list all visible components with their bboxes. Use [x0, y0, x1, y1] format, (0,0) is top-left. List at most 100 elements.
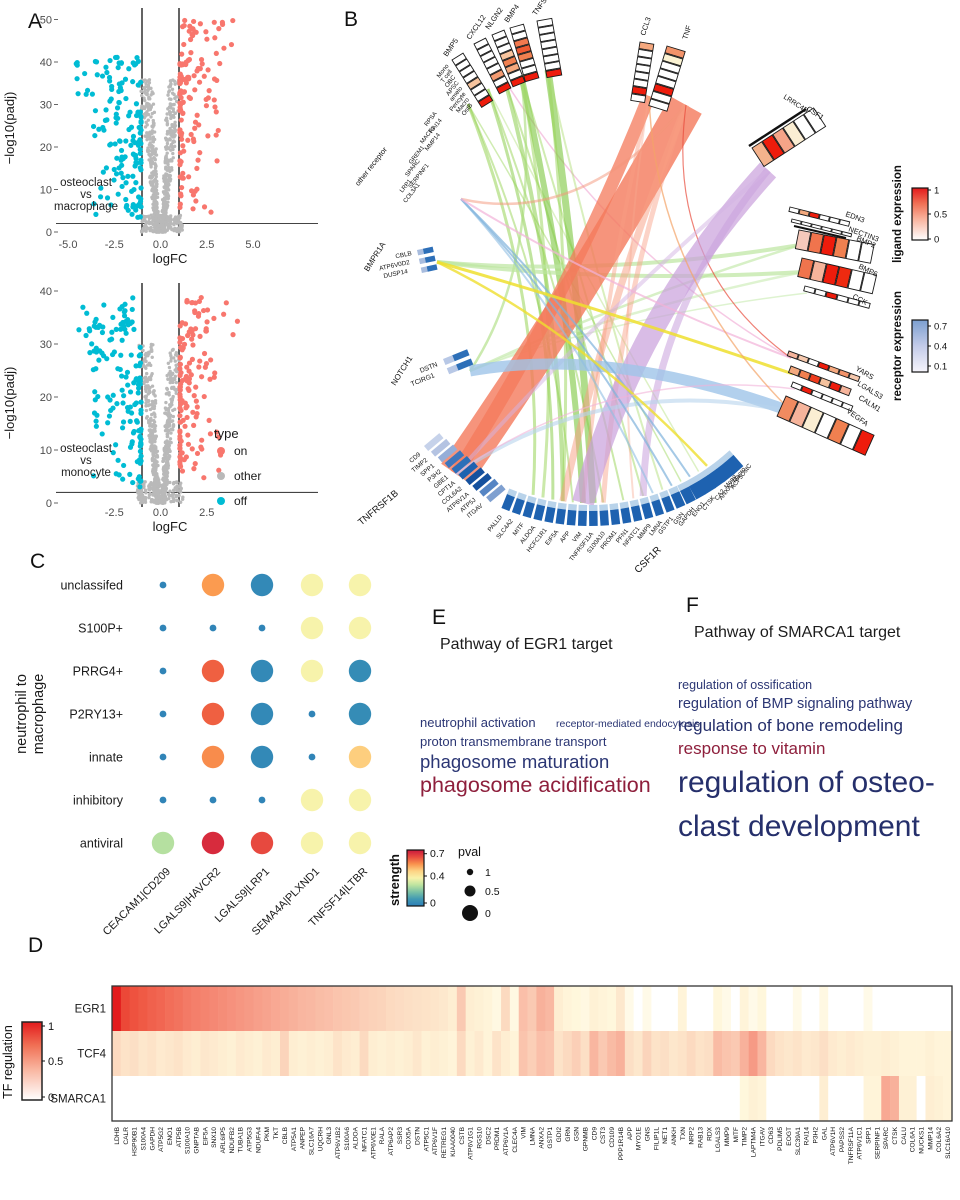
receptor-notch1: [443, 349, 474, 375]
svg-text:-2.5: -2.5: [105, 239, 124, 251]
svg-text:P3H2: P3H2: [812, 1127, 819, 1144]
svg-text:GAPDH: GAPDH: [149, 1127, 156, 1151]
svg-text:30: 30: [40, 339, 52, 351]
svg-text:CCL3: CCL3: [638, 16, 652, 37]
svg-text:BMP5: BMP5: [441, 36, 460, 58]
volcano-plot-macrophage: 0 10 20 30 40 50 -5.0 -2.5 0.0 2.5 5.0 logFC −log10(…: [2, 8, 318, 266]
svg-text:ATP5C1: ATP5C1: [423, 1127, 430, 1152]
svg-text:P2RY13+: P2RY13+: [69, 708, 123, 722]
svg-text:ATP5A1: ATP5A1: [291, 1127, 298, 1151]
svg-text:SPARC: SPARC: [883, 1127, 890, 1149]
svg-text:logFC: logFC: [153, 519, 188, 534]
svg-text:CD63: CD63: [768, 1127, 775, 1144]
receptor-bmpr1a: [417, 246, 438, 273]
svg-text:MMP9: MMP9: [724, 1127, 731, 1146]
svg-text:ANXA2: ANXA2: [538, 1127, 545, 1149]
svg-text:20: 20: [40, 392, 52, 404]
svg-text:PRRG4+: PRRG4+: [73, 665, 123, 679]
svg-text:LAPTM4A: LAPTM4A: [751, 1126, 758, 1157]
svg-text:ATP6V1A: ATP6V1A: [503, 1126, 510, 1155]
svg-text:PDLIM5: PDLIM5: [777, 1127, 784, 1151]
panel-d-label: D: [28, 934, 44, 957]
svg-text:MITF: MITF: [733, 1127, 740, 1142]
wordcloud-term: phagosome maturation: [420, 751, 610, 772]
svg-text:ITGAV: ITGAV: [759, 1126, 766, 1146]
svg-text:CST3: CST3: [600, 1127, 607, 1144]
svg-text:ATP6V1F: ATP6V1F: [432, 1127, 439, 1155]
svg-text:MYO1E: MYO1E: [636, 1126, 643, 1150]
svg-text:TIMP2: TIMP2: [742, 1127, 749, 1147]
svg-text:type: type: [214, 426, 239, 441]
svg-text:2.5: 2.5: [199, 239, 214, 251]
svg-text:10: 10: [40, 445, 52, 457]
svg-text:LMNA: LMNA: [530, 1126, 537, 1145]
svg-text:off: off: [234, 494, 248, 508]
svg-text:NUCKS1: NUCKS1: [919, 1127, 926, 1154]
svg-text:PRDM1: PRDM1: [494, 1127, 501, 1150]
svg-text:0.7: 0.7: [430, 848, 445, 860]
svg-text:VIM: VIM: [521, 1127, 528, 1139]
wordcloud-term: proton transmembrane transport: [420, 734, 607, 749]
svg-text:vs: vs: [80, 455, 92, 467]
svg-text:TXN: TXN: [680, 1127, 687, 1140]
svg-text:S100A6: S100A6: [344, 1127, 351, 1151]
svg-text:−log10(padj): −log10(padj): [2, 367, 17, 440]
svg-text:NFATC1: NFATC1: [362, 1127, 369, 1152]
svg-text:S100A4: S100A4: [140, 1127, 147, 1151]
panel-b-label: B: [344, 8, 359, 31]
svg-text:COX5A: COX5A: [406, 1126, 413, 1149]
ligand-sectors: BMP5CXCL12NLGN2BMP4TNFSF13BCCL3TNFCSF1ED…: [436, 0, 885, 456]
wordcloud-term: receptor-mediated endocytosis: [556, 718, 700, 730]
svg-text:SLC39A1: SLC39A1: [795, 1127, 802, 1156]
svg-text:DSC2: DSC2: [485, 1127, 492, 1145]
svg-text:ATP6V1H: ATP6V1H: [830, 1127, 837, 1156]
svg-text:neutrophil tomacrophage: neutrophil tomacrophage: [14, 674, 47, 755]
svg-text:30: 30: [40, 100, 52, 112]
svg-text:PAPSS2: PAPSS2: [839, 1127, 846, 1153]
svg-text:ATP6V1G1: ATP6V1G1: [468, 1127, 475, 1160]
panel-e-title: Pathway of EGR1 target: [440, 636, 613, 653]
svg-text:CBLB: CBLB: [282, 1126, 289, 1144]
svg-text:2.5: 2.5: [199, 507, 214, 519]
svg-text:CALR: CALR: [123, 1127, 130, 1145]
svg-text:APP: APP: [559, 530, 572, 544]
svg-text:1: 1: [934, 186, 939, 197]
svg-text:SSR3: SSR3: [397, 1127, 404, 1145]
svg-text:TCF4: TCF4: [77, 1049, 106, 1061]
wordcloud-term: clast development: [678, 810, 920, 843]
svg-text:TKT: TKT: [273, 1127, 280, 1139]
svg-text:TNFRSF1B: TNFRSF1B: [356, 488, 401, 528]
svg-text:ligand expression: ligand expression: [892, 165, 904, 263]
wordcloud-term: response to vitamin: [678, 739, 826, 758]
svg-text:GNL3: GNL3: [326, 1127, 333, 1145]
svg-text:ARL6IP5: ARL6IP5: [220, 1127, 227, 1154]
svg-text:CD109: CD109: [609, 1127, 616, 1148]
svg-text:NDUFB2: NDUFB2: [229, 1127, 236, 1154]
svg-text:CLEC4A: CLEC4A: [512, 1126, 519, 1152]
svg-text:innate: innate: [89, 751, 123, 765]
svg-text:KIAA0040: KIAA0040: [450, 1127, 457, 1157]
wordcloud-term: regulation of bone remodeling: [678, 716, 903, 735]
svg-text:inhibitory: inhibitory: [73, 794, 124, 808]
svg-text:CSTB: CSTB: [459, 1126, 466, 1144]
svg-text:ATP6V1C1: ATP6V1C1: [857, 1127, 864, 1160]
svg-text:10: 10: [40, 185, 52, 197]
svg-text:macrophage: macrophage: [54, 201, 118, 213]
svg-text:DSTN: DSTN: [415, 1127, 422, 1145]
svg-text:strength: strength: [387, 854, 402, 906]
svg-text:other: other: [234, 469, 261, 483]
svg-text:−log10(padj): −log10(padj): [2, 92, 17, 165]
svg-text:TNFSF13B: TNFSF13B: [530, 0, 559, 17]
svg-text:0: 0: [934, 235, 939, 246]
svg-text:COL6A2: COL6A2: [936, 1127, 943, 1153]
svg-text:RETREG1: RETREG1: [441, 1127, 448, 1158]
svg-text:CD9: CD9: [591, 1127, 598, 1141]
svg-text:DSTN: DSTN: [419, 361, 439, 374]
volcano-points: [73, 17, 236, 234]
svg-text:0.1: 0.1: [934, 362, 947, 373]
svg-text:logFC: logFC: [153, 251, 188, 266]
svg-text:ANPEP: ANPEP: [300, 1126, 307, 1149]
svg-text:SLC16A7: SLC16A7: [308, 1127, 315, 1156]
svg-text:UQCRH: UQCRH: [317, 1127, 324, 1151]
svg-text:BMP4: BMP4: [502, 2, 521, 24]
